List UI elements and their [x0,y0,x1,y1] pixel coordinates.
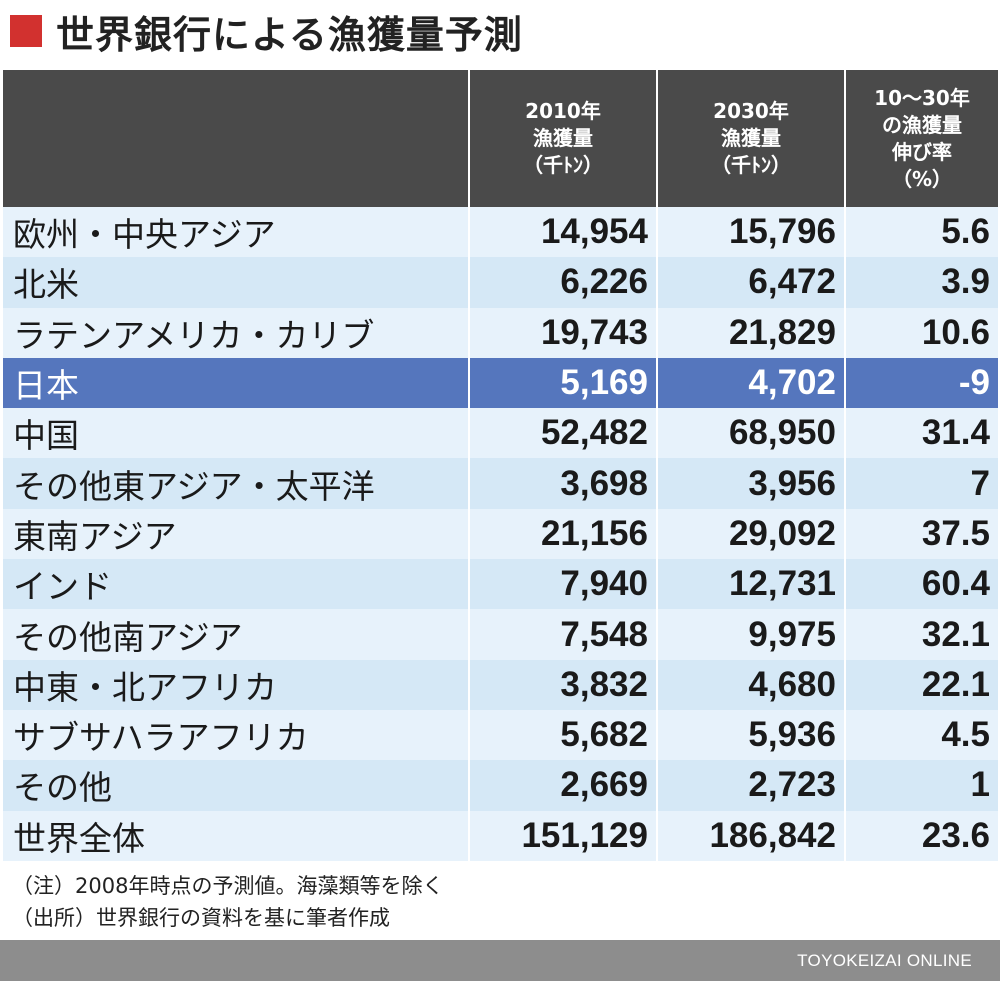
source-text: （出所）世界銀行の資料を基に筆者作成 [12,906,390,930]
table-row: その他東アジア・太平洋 3,698 3,956 7 [3,458,998,509]
region-cell: 欧州・中央アジア [3,207,470,258]
column-header-line: （千ﾄﾝ） [523,153,603,177]
value-cell-c2030: 4,702 [657,357,846,409]
table-row: その他南アジア 7,548 9,975 32.1 [3,609,998,660]
value-cell-c2030: 15,796 [657,207,846,258]
value-cell-c2010: 3,832 [469,659,658,710]
table-row: インド 7,940 12,731 60.4 [3,559,998,610]
column-header-line: 10〜30年 [874,85,970,110]
value-cell-c2010: 3,698 [469,458,658,509]
value-cell-c2010: 6,226 [469,257,658,308]
region-cell: サブサハラアフリカ [3,709,470,761]
title-marker-square [10,15,42,47]
region-cell: 中国 [3,408,470,459]
value-cell-c2010: 5,682 [469,709,658,761]
table-row: その他 2,669 2,723 1 [3,760,998,811]
column-header-region [3,70,470,207]
value-cell-c2030: 2,723 [657,760,846,811]
value-cell-growth: 22.1 [845,659,998,710]
table-row: 世界全体 151,129 186,842 23.6 [3,810,998,861]
footer-bar: TOYOKEIZAI ONLINE [0,940,1000,981]
brand-label: TOYOKEIZAI ONLINE [797,951,972,970]
value-cell-c2010: 14,954 [469,207,658,258]
column-header-line: （千ﾄﾝ） [711,153,791,177]
value-cell-growth: 32.1 [845,609,998,660]
column-header-line: （%） [891,166,953,191]
table-row: ラテンアメリカ・カリブ 19,743 21,829 10.6 [3,307,998,358]
value-cell-c2010: 151,129 [469,810,658,861]
column-header-c2030: 2030年漁獲量 （千ﾄﾝ） [657,70,846,207]
value-cell-growth: 23.6 [845,810,998,861]
value-cell-growth: 37.5 [845,508,998,560]
region-cell: その他南アジア [3,609,470,660]
value-cell-c2010: 2,669 [469,760,658,811]
table-row: 欧州・中央アジア 14,954 15,796 5.6 [3,207,998,258]
value-cell-growth: 7 [845,458,998,509]
table-row: 北米 6,226 6,472 3.9 [3,257,998,308]
title-bar: 世界銀行による漁獲量予測 [10,6,523,57]
table-body: 欧州・中央アジア 14,954 15,796 5.6 北米 6,226 6,472 3.9 ラテ… [3,207,998,861]
note-text: （注）2008年時点の予測値。海藻類等を除く [12,874,444,898]
column-header-line: 漁獲量 [721,126,781,150]
column-header-c2010: 2010年漁獲量 （千ﾄﾝ） [469,70,658,207]
region-cell: ラテンアメリカ・カリブ [3,307,470,358]
table-row: 日本 5,169 4,702 -9 [3,357,998,409]
page-title: 世界銀行による漁獲量予測 [56,12,523,57]
value-cell-c2030: 186,842 [657,810,846,861]
table-row: 東南アジア 21,156 29,092 37.5 [3,508,998,560]
region-cell: その他 [3,760,470,811]
region-cell: 中東・北アフリカ [3,659,470,710]
value-cell-c2030: 3,956 [657,458,846,509]
region-cell: 世界全体 [3,810,470,861]
value-cell-c2030: 12,731 [657,559,846,610]
column-header-line: 伸び率 [892,139,952,164]
value-cell-c2030: 29,092 [657,508,846,560]
value-cell-c2010: 5,169 [469,357,658,409]
value-cell-growth: 60.4 [845,559,998,610]
value-cell-c2030: 5,936 [657,709,846,761]
value-cell-growth: -9 [845,357,998,409]
region-cell: 北米 [3,257,470,308]
table-header-row: 2010年 漁獲量 （千ﾄﾝ） 2030年 漁獲量 （千ﾄﾝ） 10〜30年 の漁獲量 伸び率（… [3,70,998,207]
value-cell-c2030: 6,472 [657,257,846,308]
value-cell-c2010: 19,743 [469,307,658,358]
value-cell-c2010: 52,482 [469,408,658,459]
region-cell: その他東アジア・太平洋 [3,458,470,509]
value-cell-c2030: 4,680 [657,659,846,710]
value-cell-growth: 1 [845,760,998,811]
value-cell-c2030: 21,829 [657,307,846,358]
column-header-line: の漁獲量 [882,112,962,137]
value-cell-c2010: 21,156 [469,508,658,560]
value-cell-c2030: 68,950 [657,408,846,459]
value-cell-growth: 4.5 [845,709,998,761]
value-cell-c2010: 7,548 [469,609,658,660]
region-cell: インド [3,559,470,610]
value-cell-growth: 10.6 [845,307,998,358]
region-cell: 日本 [3,357,470,409]
value-cell-c2030: 9,975 [657,609,846,660]
value-cell-growth: 31.4 [845,408,998,459]
column-header-line: 2030年 [713,99,789,123]
region-cell: 東南アジア [3,508,470,560]
value-cell-c2010: 7,940 [469,559,658,610]
notes: （注）2008年時点の予測値。海藻類等を除く （出所）世界銀行の資料を基に筆者作… [12,870,443,934]
value-cell-growth: 3.9 [845,257,998,308]
table-row: サブサハラアフリカ 5,682 5,936 4.5 [3,709,998,761]
column-header-growth: 10〜30年 の漁獲量 伸び率 （%） [845,70,998,207]
catch-forecast-table: 2010年 漁獲量 （千ﾄﾝ） 2030年 漁獲量 （千ﾄﾝ） 10〜30年 の漁獲量 伸び率（… [3,70,998,861]
column-header-line: 漁獲量 [533,126,593,150]
column-header-line: 2010年 [525,99,601,123]
value-cell-growth: 5.6 [845,207,998,258]
table-row: 中国 52,482 68,950 31.4 [3,408,998,459]
table-row: 中東・北アフリカ 3,832 4,680 22.1 [3,659,998,710]
